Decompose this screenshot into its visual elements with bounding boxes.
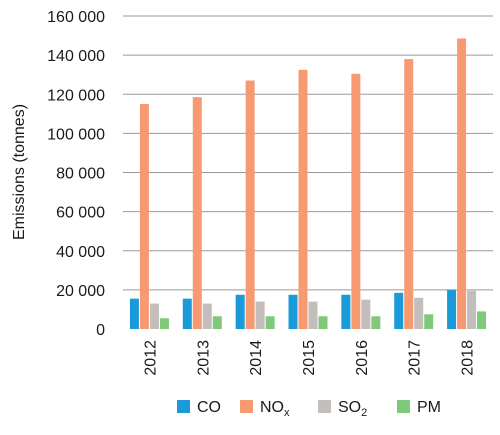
legend-swatch — [397, 400, 410, 413]
y-tick-label: 120 000 — [47, 87, 105, 104]
y-tick-label: 60 000 — [56, 205, 105, 222]
y-tick-label: 140 000 — [47, 48, 105, 65]
bar-co-2016 — [341, 294, 351, 329]
bar-nox-2016 — [351, 73, 361, 329]
x-tick-label: 2015 — [301, 340, 318, 376]
legend-label: CO — [197, 399, 221, 416]
x-tick-label: 2012 — [142, 340, 159, 376]
bar-pm-2017 — [424, 314, 434, 329]
x-tick-label: 2018 — [460, 340, 477, 376]
y-axis-ticks: 0 20 000 40 000 60 000 80 000 100 000 120 000 1… — [47, 9, 105, 339]
x-tick-label: 2014 — [248, 340, 265, 376]
legend-item-pm: PM — [397, 399, 441, 416]
y-axis-title: Emissions (tonnes) — [11, 104, 28, 240]
bar-co-2012 — [129, 298, 139, 329]
y-tick-label: 0 — [96, 322, 105, 339]
bar-pm-2013 — [212, 316, 222, 329]
bar-pm-2014 — [265, 316, 275, 329]
legend-label-main: PM — [417, 399, 441, 416]
y-tick-label: 20 000 — [56, 283, 105, 300]
bar-nox-2017 — [404, 59, 414, 329]
legend-label: NOx — [260, 399, 290, 419]
bar-co-2017 — [394, 292, 404, 329]
y-tick-label: 80 000 — [56, 166, 105, 183]
legend-label: PM — [417, 399, 441, 416]
bar-co-2013 — [182, 298, 192, 329]
legend-label-main: CO — [197, 399, 221, 416]
legend-swatch — [177, 400, 190, 413]
bar-so2-2013 — [202, 303, 212, 329]
x-tick-label: 2013 — [195, 340, 212, 376]
legend-item-nox: NOx — [240, 399, 290, 419]
legend: CO NOx SO2 PM — [177, 399, 441, 419]
bars — [129, 38, 487, 330]
bar-co-2014 — [235, 294, 245, 329]
bar-pm-2015 — [318, 316, 328, 329]
legend-label-main: SO — [338, 399, 361, 416]
bar-so2-2014 — [255, 301, 265, 329]
bar-co-2018 — [447, 289, 457, 329]
y-tick-label: 40 000 — [56, 244, 105, 261]
bar-pm-2016 — [371, 316, 381, 329]
bar-nox-2015 — [298, 69, 308, 329]
x-axis-ticks: 2012 2013 2014 2015 2016 2017 2018 — [142, 340, 476, 376]
legend-label-main: NO — [260, 399, 284, 416]
x-tick-label: 2017 — [407, 340, 424, 376]
bar-so2-2012 — [149, 303, 159, 329]
legend-swatch — [240, 400, 253, 413]
bar-nox-2018 — [457, 38, 467, 329]
x-tick-label: 2016 — [354, 340, 371, 376]
gridlines — [123, 15, 493, 291]
legend-label: SO2 — [338, 399, 367, 419]
bar-pm-2012 — [159, 318, 169, 329]
bar-nox-2012 — [139, 104, 149, 329]
legend-label-subscript: x — [284, 407, 290, 419]
legend-label-subscript: 2 — [361, 407, 367, 419]
y-tick-label: 160 000 — [47, 9, 105, 26]
bar-so2-2015 — [308, 301, 318, 329]
legend-item-so2: SO2 — [318, 399, 367, 419]
bar-nox-2014 — [245, 80, 255, 330]
bar-so2-2018 — [467, 290, 477, 329]
legend-item-co: CO — [177, 399, 221, 416]
legend-swatch — [318, 400, 331, 413]
bar-pm-2018 — [477, 311, 487, 329]
y-tick-label: 100 000 — [47, 126, 105, 143]
bar-so2-2016 — [361, 299, 371, 329]
bar-so2-2017 — [414, 297, 424, 329]
bar-nox-2013 — [192, 97, 202, 329]
bar-co-2015 — [288, 294, 298, 329]
